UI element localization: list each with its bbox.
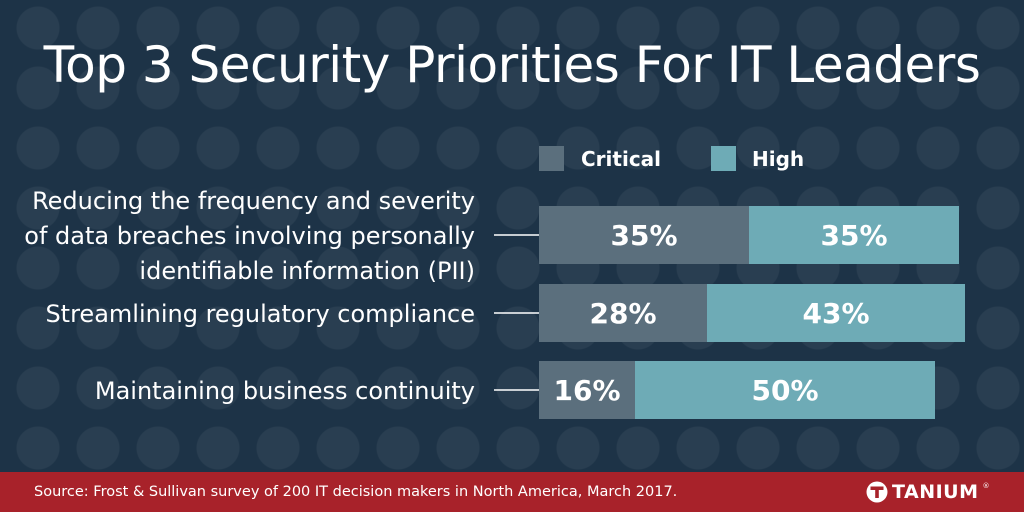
- chart-title: Top 3 Security Priorities For IT Leaders: [43, 36, 981, 94]
- category-label: of data breaches involving personally: [24, 222, 475, 250]
- bar-value-label: 35%: [820, 219, 887, 252]
- footer-bar: Source: Frost & Sullivan survey of 200 I…: [0, 472, 1024, 512]
- bar-value-label: 28%: [589, 297, 656, 330]
- bar-value-label: 50%: [751, 374, 818, 407]
- legend-swatch-high: [711, 146, 736, 171]
- legend-label-critical: Critical: [581, 147, 661, 171]
- bar-critical: [539, 284, 707, 342]
- category-label: Maintaining business continuity: [95, 377, 475, 405]
- category-label: Streamlining regulatory compliance: [45, 300, 475, 328]
- logo-wordmark: TANIUM: [892, 481, 979, 503]
- bar-value-label: 43%: [802, 297, 869, 330]
- legend-swatch-critical: [539, 146, 564, 171]
- bar-critical: [539, 361, 635, 419]
- tanium-logo: TANIUM ®: [866, 480, 990, 504]
- bar-value-label: 16%: [553, 374, 620, 407]
- registered-mark: ®: [982, 482, 990, 490]
- category-label: identifiable information (PII): [139, 257, 475, 285]
- bar-high: [749, 206, 959, 264]
- bar-critical: [539, 206, 749, 264]
- bar-value-label: 35%: [610, 219, 677, 252]
- category-label: Reducing the frequency and severity: [32, 187, 475, 215]
- tanium-logo-icon: [866, 481, 888, 503]
- bar-high: [707, 284, 965, 342]
- stacked-bar-chart: Critical High Reducing the frequency and s…: [24, 146, 965, 419]
- legend-label-high: High: [752, 147, 804, 171]
- bar-high: [635, 361, 935, 419]
- source-note: Source: Frost & Sullivan survey of 200 I…: [34, 484, 678, 500]
